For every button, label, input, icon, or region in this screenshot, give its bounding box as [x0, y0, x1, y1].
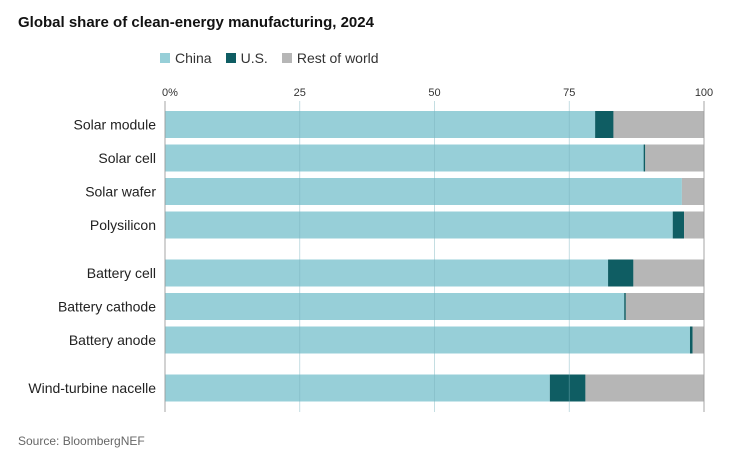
- bar-battery-anode-u-s: [689, 326, 693, 354]
- category-label: Solar wafer: [85, 184, 156, 200]
- bar-solar-module-china: [165, 111, 596, 138]
- x-tick-label: 100: [695, 87, 713, 99]
- bar-solar-cell-rest-of-world: [645, 144, 704, 172]
- legend-item-rest-of-world: Rest of world: [281, 50, 379, 66]
- legend-item-us: U.S.: [225, 50, 268, 66]
- legend-label-china: China: [175, 50, 212, 66]
- bar-wind-turbine-nacelle-u-s: [549, 374, 586, 402]
- bar-battery-cathode-u-s: [624, 293, 626, 320]
- legend-swatch-rest-of-world: [281, 53, 292, 63]
- bar-polysilicon-china: [165, 211, 673, 239]
- bar-solar-cell-china: [165, 144, 644, 172]
- bar-battery-cathode-china: [165, 293, 625, 320]
- category-label: Battery anode: [69, 332, 156, 348]
- chart-title: Global share of clean-energy manufacturi…: [18, 14, 374, 31]
- bar-polysilicon-rest-of-world: [684, 211, 704, 239]
- bar-solar-wafer-china: [165, 178, 682, 205]
- category-label: Battery cathode: [58, 299, 156, 315]
- x-tick-label: 0%: [162, 87, 178, 99]
- bar-solar-wafer-rest-of-world: [681, 178, 704, 205]
- category-label: Polysilicon: [90, 217, 156, 233]
- legend-label-rest-of-world: Rest of world: [296, 50, 379, 66]
- bar-solar-module-rest-of-world: [613, 111, 704, 138]
- bar-wind-turbine-nacelle-rest-of-world: [585, 374, 704, 402]
- source-note: Source: BloombergNEF: [18, 434, 145, 448]
- legend: China U.S. Rest of world: [160, 50, 379, 66]
- bar-battery-anode-rest-of-world: [692, 326, 704, 354]
- x-tick-label: 75: [563, 87, 575, 99]
- bar-battery-cell-china: [165, 259, 609, 287]
- bar-battery-anode-china: [165, 326, 690, 354]
- legend-item-china: China: [160, 50, 212, 66]
- bar-battery-cathode-rest-of-world: [625, 293, 704, 320]
- x-tick-label: 25: [294, 87, 306, 99]
- category-label: Solar cell: [98, 150, 156, 166]
- bar-solar-cell-u-s: [643, 144, 646, 172]
- category-label: Battery cell: [87, 265, 156, 281]
- legend-swatch-us: [225, 53, 236, 63]
- x-tick-label: 50: [428, 87, 440, 99]
- category-label: Solar module: [74, 117, 157, 133]
- bar-wind-turbine-nacelle-china: [165, 374, 550, 402]
- bar-solar-module-u-s: [595, 111, 614, 138]
- bar-polysilicon-u-s: [672, 211, 685, 239]
- category-label: Wind-turbine nacelle: [28, 380, 156, 396]
- bar-battery-cell-u-s: [608, 259, 634, 287]
- bar-battery-cell-rest-of-world: [633, 259, 704, 287]
- legend-label-us: U.S.: [240, 50, 268, 66]
- legend-swatch-china: [160, 53, 170, 63]
